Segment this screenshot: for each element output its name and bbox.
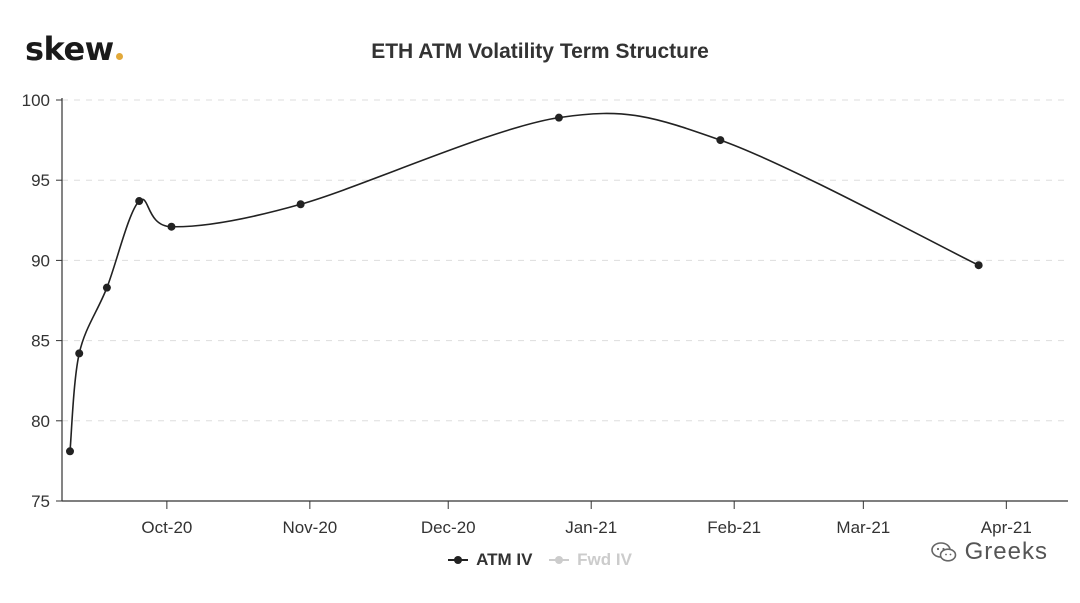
- y-tick-label: 75: [31, 492, 50, 511]
- watermark-text: Greeks: [964, 538, 1048, 565]
- y-tick-label: 90: [31, 251, 50, 270]
- x-tick-label: Apr-21: [981, 518, 1032, 537]
- series-line-atm-iv: [69, 112, 979, 452]
- chart-title: ETH ATM Volatility Term Structure: [371, 40, 709, 63]
- x-tick-label: Mar-21: [836, 518, 890, 537]
- x-tick-label: Nov-20: [282, 518, 337, 537]
- skew-logo: skew: [25, 30, 123, 68]
- legend-swatch-fwd-iv: [549, 554, 570, 566]
- wechat-icon: [930, 542, 956, 562]
- data-point-atm-iv: [135, 197, 144, 206]
- chart-legend: ATM IV Fwd IV: [0, 550, 1080, 571]
- data-point-atm-iv: [66, 447, 74, 456]
- x-tick-label: Jan-21: [565, 518, 617, 537]
- data-point-atm-iv: [554, 113, 563, 122]
- data-point-atm-iv: [102, 283, 111, 292]
- x-tick-label: Dec-20: [421, 518, 476, 537]
- x-tick-label: Feb-21: [707, 518, 761, 537]
- y-tick-label: 80: [31, 412, 50, 431]
- legend-label-fwd-iv: Fwd IV: [577, 550, 632, 569]
- y-tick-label: 85: [31, 332, 50, 351]
- legend-swatch-atm-iv: [448, 554, 469, 566]
- data-point-atm-iv: [974, 261, 983, 270]
- data-point-atm-iv: [75, 349, 84, 358]
- logo-dot: [115, 53, 123, 60]
- legend-label-atm-iv: ATM IV: [476, 550, 533, 569]
- y-tick-label: 95: [31, 171, 50, 190]
- greeks-watermark: Greeks: [930, 538, 1048, 566]
- y-tick-label: 100: [22, 91, 50, 110]
- data-point-atm-iv: [716, 136, 725, 145]
- legend-item-fwd-iv[interactable]: Fwd IV: [549, 550, 632, 570]
- x-tick-label: Oct-20: [141, 518, 192, 537]
- data-point-atm-iv: [296, 200, 305, 209]
- legend-item-atm-iv[interactable]: ATM IV: [448, 550, 532, 570]
- data-point-atm-iv: [167, 222, 176, 231]
